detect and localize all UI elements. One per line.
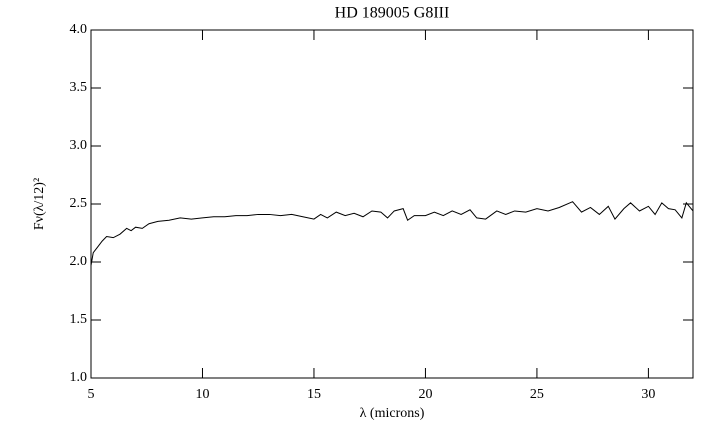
x-axis-label: λ (microns) (360, 406, 425, 421)
y-tick-label: 1.0 (70, 370, 88, 385)
plot-frame (90, 29, 694, 379)
y-axis-label: Fν(λ/12)² (32, 178, 47, 230)
chart-title: HD 189005 G8III (335, 5, 450, 22)
x-tick-label: 20 (418, 387, 432, 402)
x-tick-label: 5 (88, 387, 95, 402)
y-tick-label: 3.0 (70, 138, 88, 153)
y-tick-label: 2.5 (70, 196, 88, 211)
x-tick-label: 25 (530, 387, 544, 402)
x-tick-label: 15 (307, 387, 321, 402)
y-tick-label: 1.5 (70, 312, 88, 327)
y-tick-label: 4.0 (70, 22, 88, 37)
x-tick-label: 10 (195, 387, 209, 402)
y-tick-label: 3.5 (70, 80, 88, 95)
x-tick-label: 30 (641, 387, 655, 402)
spectrum-line (90, 201, 694, 266)
y-tick-label: 2.0 (70, 254, 88, 269)
